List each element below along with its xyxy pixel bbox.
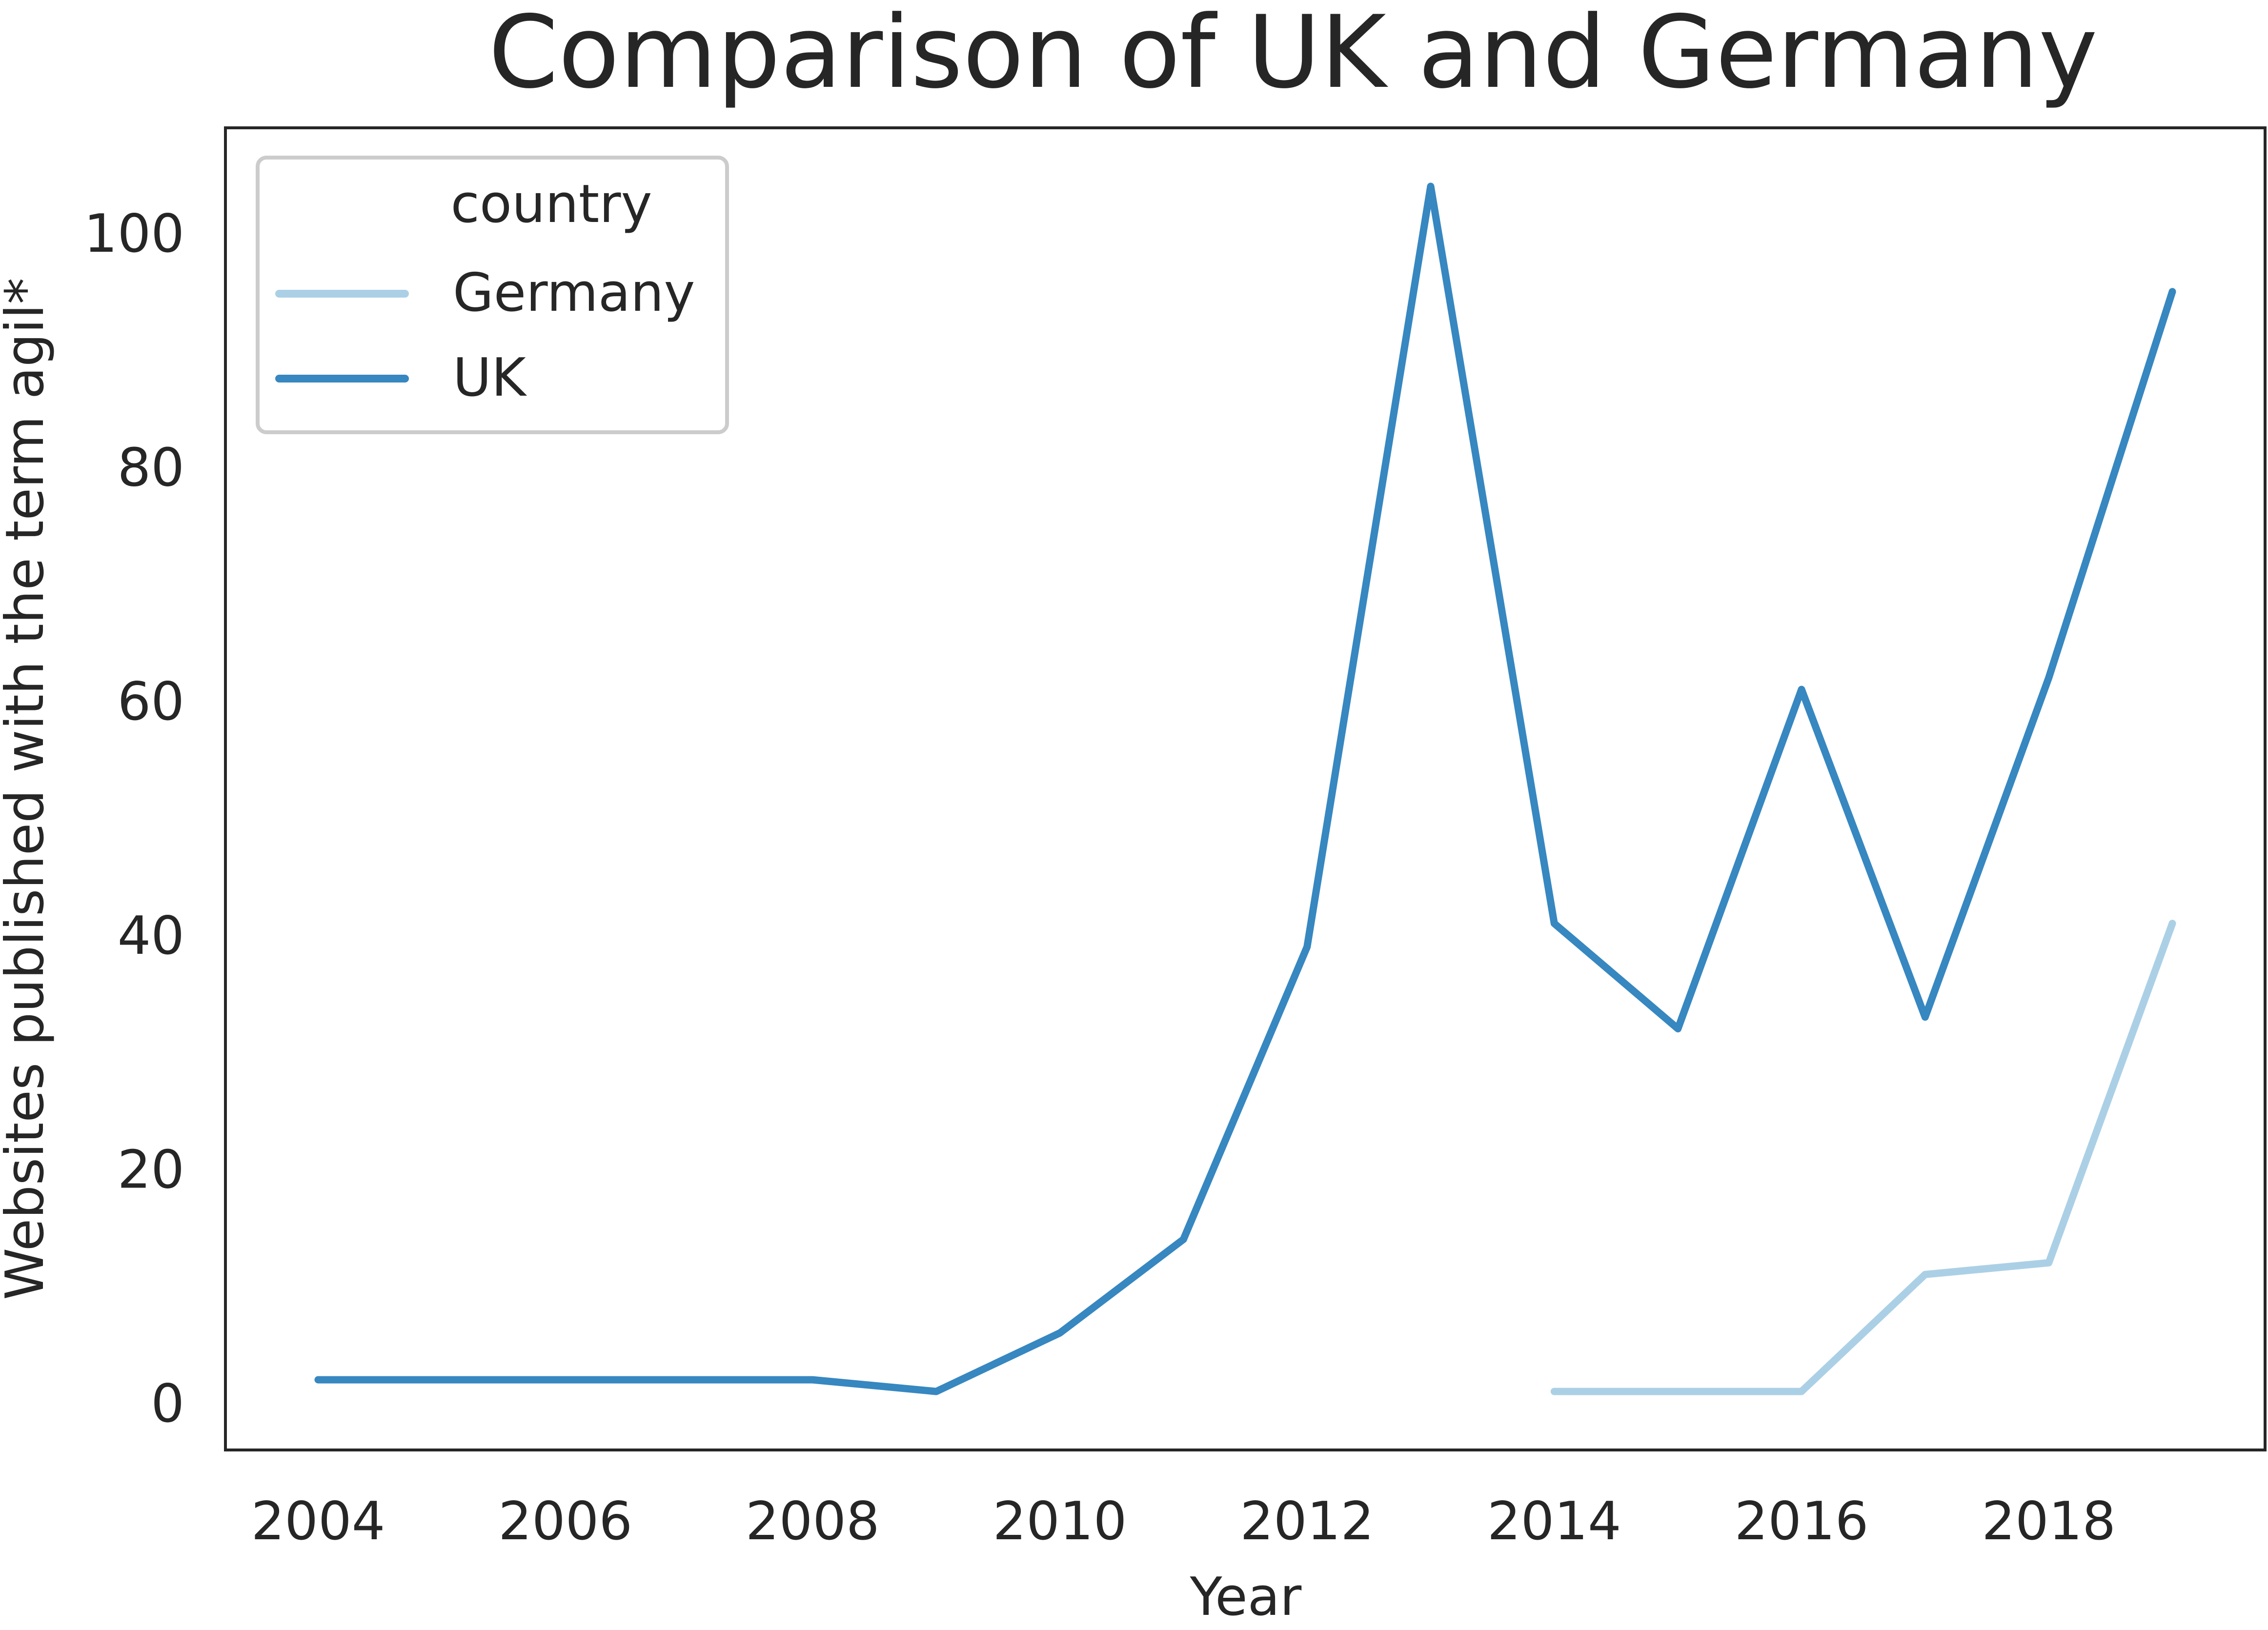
x-tick-label: 2008: [746, 1491, 880, 1552]
series-line-germany: [1550, 920, 2176, 1395]
legend: country Germany UK: [256, 156, 729, 434]
x-tick-label: 2018: [1982, 1491, 2116, 1552]
y-tick-labels: 0 20 40 60 80 100: [84, 203, 184, 1434]
x-axis-label: Year: [1190, 1567, 1302, 1628]
series-line-uk: [314, 182, 2176, 1395]
y-tick-label: 100: [84, 203, 184, 264]
y-tick-label: 0: [151, 1373, 184, 1434]
legend-box: [256, 156, 729, 434]
x-tick-label: 2014: [1487, 1491, 1621, 1552]
x-tick-label: 2010: [993, 1491, 1127, 1552]
x-tick-label: 2016: [1735, 1491, 1869, 1552]
x-tick-label: 2012: [1240, 1491, 1374, 1552]
legend-label-uk: UK: [453, 347, 527, 408]
y-axis-label: Websites published with the term agil*: [0, 278, 56, 1300]
x-tick-labels: 2004 2006 2008 2010 2012 2014 2016 2018: [251, 1491, 2116, 1552]
x-tick-label: 2006: [498, 1491, 632, 1552]
series-lines: [314, 182, 2176, 1395]
y-tick-label: 40: [118, 906, 184, 966]
y-tick-label: 20: [118, 1139, 184, 1200]
y-tick-label: 60: [118, 671, 184, 732]
x-tick-label: 2004: [251, 1491, 385, 1552]
y-tick-label: 80: [118, 437, 184, 498]
legend-title: country: [450, 174, 652, 235]
chart-title: Comparison of UK and Germany: [488, 0, 2098, 111]
legend-label-germany: Germany: [453, 262, 695, 323]
